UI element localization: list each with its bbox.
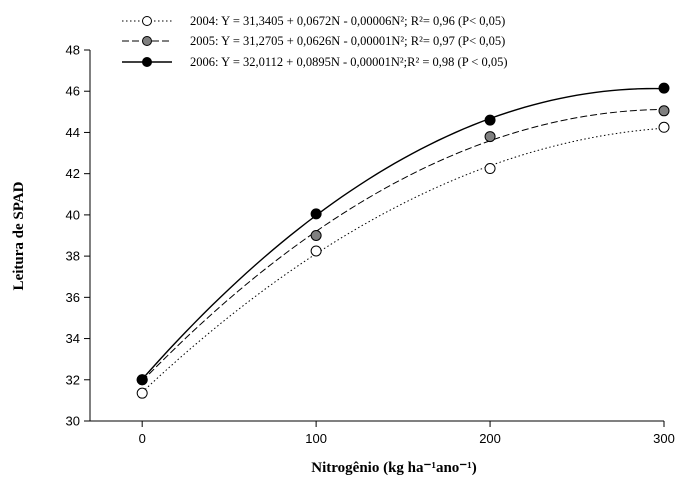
y-tick-label-42: 42 [66, 166, 80, 181]
x-tick-label-300: 300 [653, 431, 675, 446]
curve-2006 [141, 87, 665, 380]
x-tick-label-100: 100 [305, 431, 327, 446]
legend-item-2006: 2006: Y = 32,0112 + 0,0895N - 0,00001N²;… [122, 55, 508, 69]
y-tick-label-40: 40 [66, 207, 80, 222]
y-tick-label-38: 38 [66, 249, 80, 264]
point-2006-n200 [484, 114, 496, 126]
x-axis-title: Nitrogênio (kg ha⁻¹ano⁻¹) [311, 460, 476, 476]
legend-item-2005: 2005: Y = 31,2705 + 0,0626N - 0,00001N²;… [122, 34, 505, 48]
y-tick-label-32: 32 [66, 372, 80, 387]
point-2004-n200 [484, 163, 496, 175]
legend-label-2005: 2005: Y = 31,2705 + 0,0626N - 0,00001N²;… [190, 34, 505, 48]
y-tick-label-30: 30 [66, 414, 80, 429]
legend-item-2004: 2004: Y = 31,3405 + 0,0672N - 0,00006N²;… [122, 14, 505, 28]
point-2006-n100 [310, 208, 322, 220]
x-tick-label-0: 0 [139, 431, 146, 446]
legend-marker-2005 [142, 36, 152, 46]
legend-label-2004: 2004: Y = 31,3405 + 0,0672N - 0,00006N²;… [190, 14, 505, 28]
point-2006-n300 [658, 82, 670, 94]
legend: 2004: Y = 31,3405 + 0,0672N - 0,00006N²;… [122, 14, 508, 69]
point-2004-n100 [310, 245, 322, 257]
y-axis-title: Leitura de SPAD [11, 181, 27, 290]
x-tick-label-200: 200 [479, 431, 501, 446]
point-2005-n100 [310, 230, 322, 241]
legend-label-2006: 2006: Y = 32,0112 + 0,0895N - 0,00001N²;… [190, 55, 508, 69]
point-2005-n200 [484, 131, 496, 143]
y-tick-label-44: 44 [66, 125, 80, 140]
y-tick-label-34: 34 [66, 331, 80, 346]
point-2004-n300 [658, 121, 670, 133]
y-tick-label-48: 48 [66, 43, 80, 58]
y-tick-label-46: 46 [66, 84, 80, 99]
fitted-curves [141, 87, 665, 393]
y-tick-label-36: 36 [66, 290, 80, 305]
legend-marker-2004 [142, 16, 152, 26]
data-points [136, 82, 670, 399]
axes [89, 50, 664, 422]
point-2005-n300 [658, 105, 670, 117]
legend-marker-2006 [142, 57, 152, 67]
point-2006-n0 [136, 374, 148, 386]
point-2004-n0 [136, 387, 148, 399]
ticks: 30 32 34 36 38 40 42 44 46 48 0 100 200 300 [66, 43, 675, 447]
curve-2004 [141, 127, 665, 393]
curve-2005 [141, 108, 665, 382]
